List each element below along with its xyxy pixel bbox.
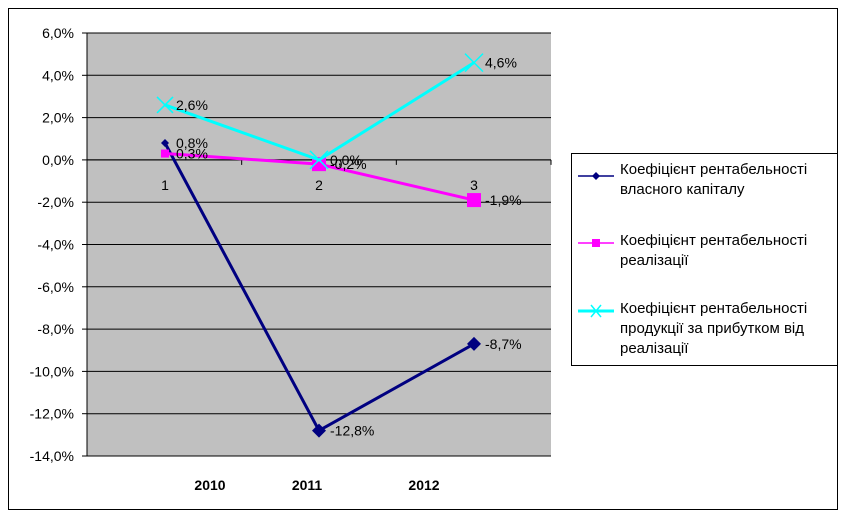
legend-label-2: Коефіцієнт рентабельності продукції за п… <box>620 299 835 359</box>
data-point <box>464 53 484 73</box>
legend-marker-square <box>578 239 614 247</box>
data-label: -1,9% <box>485 192 522 208</box>
data-point <box>312 423 326 438</box>
data-point <box>467 193 481 208</box>
year-label: 2010 <box>194 477 225 493</box>
legend-line: Коефіцієнт рентабельності <box>620 232 808 249</box>
legend-marker-x <box>578 304 614 318</box>
category-label: 1 <box>161 177 169 193</box>
data-point <box>312 157 326 172</box>
legend-line: Коефіцієнт рентабельності <box>620 161 808 178</box>
y-tick-label: -6,0% <box>37 279 74 295</box>
data-label: 4,6% <box>485 55 517 71</box>
y-tick-label: -10,0% <box>30 363 74 379</box>
data-label: -8,7% <box>485 336 522 352</box>
y-tick-label: 0,0% <box>42 152 74 168</box>
series-lines <box>156 53 484 438</box>
category-labels: 1 2 3 <box>161 177 478 193</box>
y-tick-label: 4,0% <box>42 67 74 83</box>
legend: Коефіцієнт рентабельності власного капіт… <box>571 153 838 366</box>
category-label: 2 <box>315 177 323 193</box>
legend-line: реалізації <box>620 340 689 357</box>
data-labels: 0,8% -12,8% -8,7% 0,3% -0,2% -1,9% 2,6% 0,0% 4,6… <box>176 55 522 439</box>
legend-label-0: Коефіцієнт рентабельності власного капіт… <box>620 160 835 200</box>
legend-line: реалізації <box>620 252 689 269</box>
year-label: 2011 <box>292 477 323 493</box>
data-label: -0,2% <box>330 156 367 172</box>
y-tick-label: -12,0% <box>30 406 74 422</box>
data-point <box>161 138 169 147</box>
data-point <box>156 96 174 114</box>
legend-line: власного капіталу <box>620 181 745 198</box>
y-tick-label: -14,0% <box>30 448 74 464</box>
y-tick-label: -2,0% <box>37 194 74 210</box>
data-label: 2,6% <box>176 97 208 113</box>
data-label: 0,3% <box>176 146 208 162</box>
data-point <box>309 150 329 170</box>
y-tick-label: 6,0% <box>42 25 74 41</box>
legend-line: Коефіцієнт рентабельності <box>620 300 808 317</box>
y-tick-label: -4,0% <box>37 237 74 253</box>
data-label: 0,8% <box>176 135 208 151</box>
legend-marker-diamond <box>578 172 614 180</box>
y-tick-label: 2,0% <box>42 110 74 126</box>
legend-label-1: Коефіцієнт рентабельності реалізації <box>620 231 835 271</box>
data-label: 0,0% <box>330 152 362 168</box>
year-labels: 2010 2011 2012 <box>194 477 439 493</box>
y-tick-labels: 6,0% 4,0% 2,0% 0,0% -2,0% -4,0% -6,0% -8,0% -10,… <box>30 25 74 464</box>
category-label: 3 <box>470 177 478 193</box>
y-tick-label: -8,0% <box>37 321 74 337</box>
data-label: -12,8% <box>330 423 374 439</box>
legend-line: продукції за прибутком від <box>620 320 805 337</box>
data-point <box>161 149 169 158</box>
data-point <box>467 336 481 351</box>
year-label: 2012 <box>408 477 439 493</box>
